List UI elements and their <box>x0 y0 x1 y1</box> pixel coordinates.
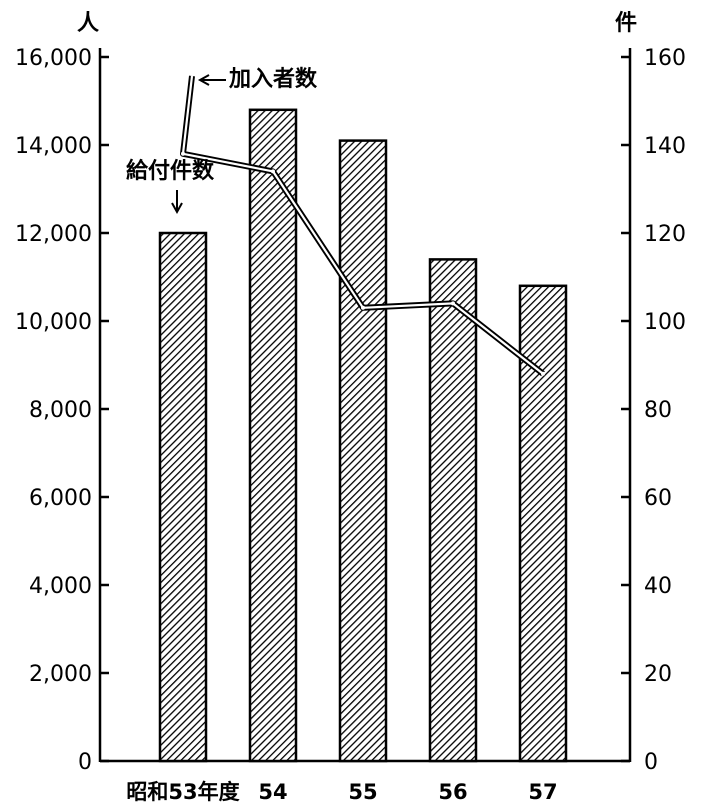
right-tick-label: 120 <box>644 222 686 247</box>
left-tick-label: 6,000 <box>29 486 92 511</box>
left-tick-label: 12,000 <box>15 222 92 247</box>
line-point-2 <box>361 305 365 310</box>
line-series-core <box>181 75 544 375</box>
down-arrow-head-icon <box>171 202 183 215</box>
left-tick-label: 10,000 <box>15 310 92 335</box>
right-tick-label: 20 <box>644 662 672 687</box>
annotations: 給付件数 加入者数 <box>126 66 318 215</box>
left-tick-label: 0 <box>78 750 92 775</box>
left-tick-label: 2,000 <box>29 662 92 687</box>
category-label: 56 <box>438 780 467 804</box>
left-arrow-head-icon <box>197 74 210 86</box>
bars <box>158 108 568 763</box>
right-tick-label: 80 <box>644 398 672 423</box>
left-tick-label: 4,000 <box>29 574 92 599</box>
line-point-3 <box>451 301 455 306</box>
right-tick-label: 60 <box>644 486 672 511</box>
line-series-label: 加入者数 <box>228 66 318 92</box>
left-tick-label: 8,000 <box>29 398 92 423</box>
right-axis-unit: 件 <box>615 11 637 36</box>
bar-0 <box>158 231 208 763</box>
bar-2 <box>338 139 388 763</box>
category-labels: 昭和53年度 54 55 56 57 <box>126 780 557 804</box>
bar-series-annotation: 給付件数 <box>126 158 215 215</box>
left-axis-unit: 人 <box>77 11 99 36</box>
right-tick-label: 100 <box>644 310 686 335</box>
line-series-annotation: 加入者数 <box>197 66 318 92</box>
line-point-1 <box>271 169 275 174</box>
category-label: 昭和53年度 <box>126 780 239 804</box>
right-tick-label: 160 <box>644 46 686 71</box>
bar-series-label: 給付件数 <box>126 158 215 184</box>
bar-3 <box>428 258 478 763</box>
category-label: 55 <box>348 780 377 804</box>
category-label: 54 <box>258 780 287 804</box>
left-ticks: 0 2,000 4,000 6,000 8,000 10,000 12,000 14,000 1… <box>15 46 109 775</box>
line-series <box>180 75 545 377</box>
right-tick-label: 0 <box>644 750 658 775</box>
bar-1 <box>248 108 298 763</box>
left-tick-label: 14,000 <box>15 134 92 159</box>
category-label: 57 <box>528 780 557 804</box>
line-point-4 <box>541 371 545 376</box>
right-ticks: 0 20 40 60 80 100 120 140 160 <box>621 46 686 775</box>
line-point-0 <box>181 151 185 156</box>
right-tick-label: 140 <box>644 134 686 159</box>
left-tick-label: 16,000 <box>15 46 92 71</box>
bar-4 <box>518 284 568 763</box>
right-tick-label: 40 <box>644 574 672 599</box>
